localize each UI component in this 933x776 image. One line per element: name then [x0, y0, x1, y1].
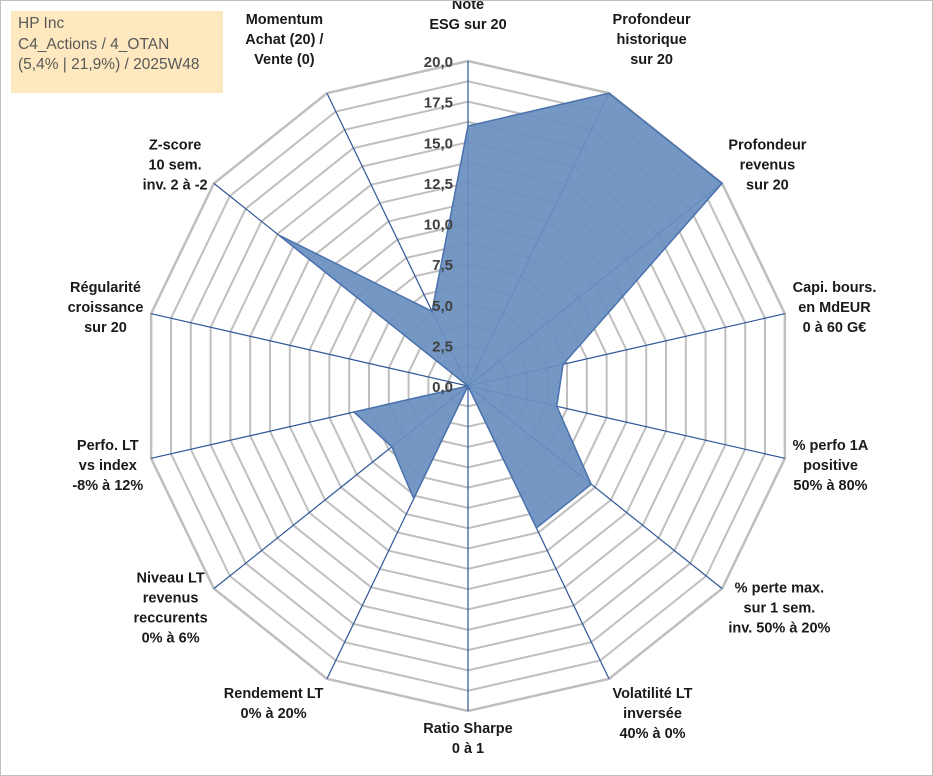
axis-spoke — [150, 313, 469, 387]
radar-series — [278, 92, 724, 530]
axis-label-line: Volatilité LT — [612, 686, 692, 702]
axis-label-line: -8% à 12% — [72, 478, 143, 494]
series-area — [278, 92, 724, 530]
axis-label-line: Perfo. LT — [77, 438, 139, 454]
axis-label-line: 50% à 80% — [793, 478, 867, 494]
axis-label-line: Ratio Sharpe — [423, 721, 512, 737]
tick-label: 2,5 — [432, 338, 453, 355]
axis-label-line: inversée — [623, 706, 682, 722]
axis-label-line: vs index — [79, 458, 137, 474]
axis-label-line: Rendement LT — [224, 686, 324, 702]
axis-label-line: inv. 50% à 20% — [728, 620, 830, 636]
tick-label: 17,5 — [424, 95, 453, 112]
axis-label: Profondeur historique sur 20 — [613, 12, 691, 68]
category-label: C4_Actions / 4_OTAN — [18, 35, 170, 53]
tick-label: 12,5 — [424, 176, 453, 193]
axis-label-line: Achat (20) / — [245, 32, 323, 48]
stats-label: (5,4% | 21,9%) / 2025W48 — [18, 56, 200, 73]
axis-label-line: 0% à 20% — [241, 706, 307, 722]
axis-label-line: Profondeur — [613, 12, 691, 28]
axis-label-line: Capi. bours. — [793, 280, 877, 296]
axis-label-line: revenus — [143, 590, 199, 606]
axis-label: Z-score 10 sem. inv. 2 à -2 — [143, 138, 208, 194]
axis-label-line: % perte max. — [735, 580, 824, 596]
axis-label: Niveau LT revenus reccurents 0% à 6% — [134, 570, 208, 646]
axis-label-line: positive — [803, 458, 858, 474]
tick-label: 0,0 — [432, 379, 453, 396]
tick-label: 7,5 — [432, 257, 453, 274]
axis-label-line: Vente (0) — [254, 52, 315, 68]
axis-label-line: % perfo 1A — [793, 438, 869, 454]
axis-label: % perte max. sur 1 sem. inv. 50% à 20% — [728, 580, 830, 636]
axis-label-line: 0 à 1 — [452, 741, 484, 757]
axis-label-line: sur 20 — [746, 178, 789, 194]
radial-tick-labels: 0,0 2,5 5,0 7,5 10,0 12,5 15,0 17,5 20,0 — [424, 54, 453, 396]
tick-label: 10,0 — [424, 217, 453, 234]
company-name: HP Inc — [18, 15, 65, 32]
axis-label-line: Z-score — [149, 138, 201, 154]
axis-label: Capi. bours. en MdEUR 0 à 60 G€ — [793, 280, 877, 336]
axis-label-line: sur 20 — [84, 320, 127, 336]
axis-label: Volatilité LT inversée 40% à 0% — [612, 686, 692, 742]
axis-label-line: inv. 2 à -2 — [143, 178, 208, 194]
axis-label-line: 10 sem. — [148, 158, 201, 174]
axis-label: Ratio Sharpe 0 à 1 — [423, 721, 512, 757]
tick-label: 15,0 — [424, 135, 453, 152]
axis-label: Perfo. LT vs index -8% à 12% — [72, 438, 143, 494]
axis-label-line: ESG sur 20 — [429, 17, 506, 33]
tick-label: 5,0 — [432, 298, 453, 315]
axis-label: Note ESG sur 20 — [429, 1, 506, 33]
axis-label: Profondeur revenus sur 20 — [728, 138, 806, 194]
axis-label-line: Régularité — [70, 280, 141, 296]
info-box: HP Inc C4_Actions / 4_OTAN (5,4% | 21,9%… — [11, 11, 223, 93]
axis-label-line: Note — [452, 1, 484, 13]
axis-label-line: croissance — [68, 300, 144, 316]
axis-label-line: reccurents — [134, 610, 208, 626]
axis-label-line: revenus — [740, 158, 796, 174]
axis-label-line: en MdEUR — [798, 300, 871, 316]
axis-label: % perfo 1A positive 50% à 80% — [793, 438, 869, 494]
axis-label-line: sur 1 sem. — [744, 600, 816, 616]
axis-label-line: Profondeur — [728, 138, 806, 154]
axis-label-line: 40% à 0% — [619, 726, 685, 742]
axis-label-line: sur 20 — [630, 52, 673, 68]
tick-label: 20,0 — [424, 54, 453, 71]
axis-label-line: Momentum — [246, 12, 323, 28]
axis-label: Régularité croissance sur 20 — [68, 280, 144, 336]
axis-labels: Note ESG sur 20 Profondeur historique sur 20… — [68, 1, 877, 757]
axis-label-line: 0% à 6% — [142, 630, 200, 646]
axis-label-line: historique — [617, 32, 687, 48]
axis-label: Momentum Achat (20) / Vente (0) — [245, 12, 323, 68]
axis-label: Rendement LT 0% à 20% — [224, 686, 324, 722]
axis-label-line: Niveau LT — [136, 570, 204, 586]
axis-label-line: 0 à 60 G€ — [803, 320, 867, 336]
